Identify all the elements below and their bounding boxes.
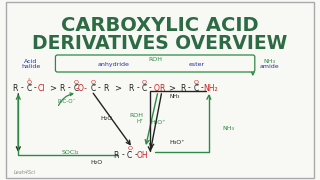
Text: halide: halide [21,64,41,69]
Text: -: - [34,84,36,93]
Text: NH₂: NH₂ [204,84,218,93]
Text: C: C [73,84,79,93]
Text: C: C [127,150,132,159]
Text: >: > [115,84,122,93]
Text: >: > [168,84,175,93]
Text: -: - [188,84,191,93]
Text: O: O [74,80,78,84]
Text: NH₃: NH₃ [222,125,235,130]
Text: R: R [13,84,18,93]
Text: O: O [91,80,96,84]
FancyBboxPatch shape [5,2,315,178]
Text: SOCl₂: SOCl₂ [61,150,79,154]
Text: O: O [127,145,132,150]
Text: Acid: Acid [24,58,38,64]
Text: H⁺: H⁺ [136,118,143,123]
Text: H₃O⁺: H₃O⁺ [150,120,166,125]
Text: CARBOXYLIC ACID: CARBOXYLIC ACID [61,16,259,35]
Text: -: - [134,150,137,159]
Text: R: R [113,150,119,159]
Text: ROH: ROH [129,112,143,118]
Text: OH: OH [137,150,148,159]
Text: R: R [159,84,165,93]
Text: C: C [27,84,32,93]
Text: O: O [27,80,32,84]
Text: -: - [21,84,24,93]
Text: ester: ester [189,62,205,66]
Text: ROH: ROH [148,57,162,62]
Text: R: R [180,84,185,93]
Text: O: O [153,84,159,93]
Text: R-C-O⁻: R-C-O⁻ [58,98,76,104]
Text: C: C [91,84,96,93]
Text: O: O [142,80,147,84]
Text: C: C [194,84,199,93]
Text: NH₃: NH₃ [169,93,180,98]
Text: °: ° [28,78,30,84]
Text: NH₃: NH₃ [263,58,276,64]
Text: R: R [60,84,65,93]
Text: >: > [49,84,56,93]
Text: -: - [136,84,139,93]
Text: -: - [149,84,152,93]
Text: DERIVATIVES OVERVIEW: DERIVATIVES OVERVIEW [32,34,288,53]
Text: Cl: Cl [38,84,45,93]
Text: O: O [194,80,199,84]
Text: amide: amide [260,64,279,69]
Text: -: - [68,84,70,93]
Text: -O-: -O- [76,84,88,93]
Text: H₂O: H₂O [90,161,103,165]
Text: -: - [201,84,204,93]
Text: R: R [128,84,133,93]
Text: R: R [104,84,109,93]
Text: H₃O⁺: H₃O⁺ [170,140,185,145]
Text: H₂O: H₂O [100,116,112,120]
Text: -: - [122,150,124,159]
Text: Leah4Sci: Leah4Sci [13,170,36,174]
Text: C: C [142,84,147,93]
Text: anhydride: anhydride [97,62,129,66]
Text: -: - [98,84,101,93]
